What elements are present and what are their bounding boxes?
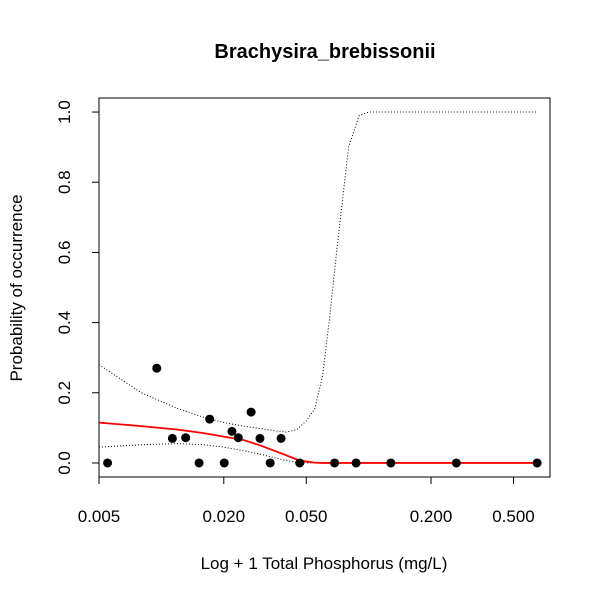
- x-axis-label: Log + 1 Total Phosphorus (mg/L): [201, 554, 448, 573]
- y-tick-label: 0.4: [55, 311, 74, 335]
- data-point: [167, 433, 177, 443]
- y-tick-label: 0.8: [55, 170, 74, 194]
- y-tick-label: 0.2: [55, 381, 74, 405]
- data-point: [351, 458, 361, 468]
- data-point: [276, 433, 286, 443]
- data-points: [103, 363, 542, 468]
- data-point: [386, 458, 396, 468]
- data-point: [532, 458, 542, 468]
- x-tick-label: 0.050: [285, 507, 328, 526]
- data-point: [194, 458, 204, 468]
- fit-curve: [98, 421, 538, 464]
- data-point: [246, 407, 256, 417]
- data-point: [219, 458, 229, 468]
- data-point: [265, 458, 275, 468]
- confidence-bands: [98, 111, 538, 464]
- fit-curve-group: [98, 421, 538, 464]
- y-tick-label: 1.0: [55, 100, 74, 124]
- y-axis-label: Probability of occurrence: [7, 194, 26, 381]
- x-tick-label: 0.020: [203, 507, 246, 526]
- chart-title: Brachysira_brebissonii: [214, 41, 435, 63]
- data-point: [227, 426, 237, 436]
- x-axis: 0.005 0.020 0.050 0.200 0.500: [78, 476, 535, 526]
- lower-confidence-band: [98, 443, 538, 464]
- data-point: [103, 458, 113, 468]
- data-point: [233, 433, 243, 443]
- data-point: [255, 433, 265, 443]
- data-point: [330, 458, 340, 468]
- x-tick-label: 0.005: [78, 507, 121, 526]
- plot-frame: [98, 97, 551, 478]
- y-axis: 0.0 0.2 0.4 0.6 0.8 1.0: [55, 100, 100, 475]
- data-point: [295, 458, 305, 468]
- data-point: [152, 363, 162, 373]
- x-tick-label: 0.200: [410, 507, 453, 526]
- data-point: [205, 414, 215, 424]
- data-point: [181, 433, 191, 443]
- upper-confidence-band: [98, 111, 538, 433]
- data-point: [451, 458, 461, 468]
- y-tick-label: 0.0: [55, 451, 74, 475]
- y-tick-label: 0.6: [55, 241, 74, 265]
- x-tick-label: 0.500: [492, 507, 535, 526]
